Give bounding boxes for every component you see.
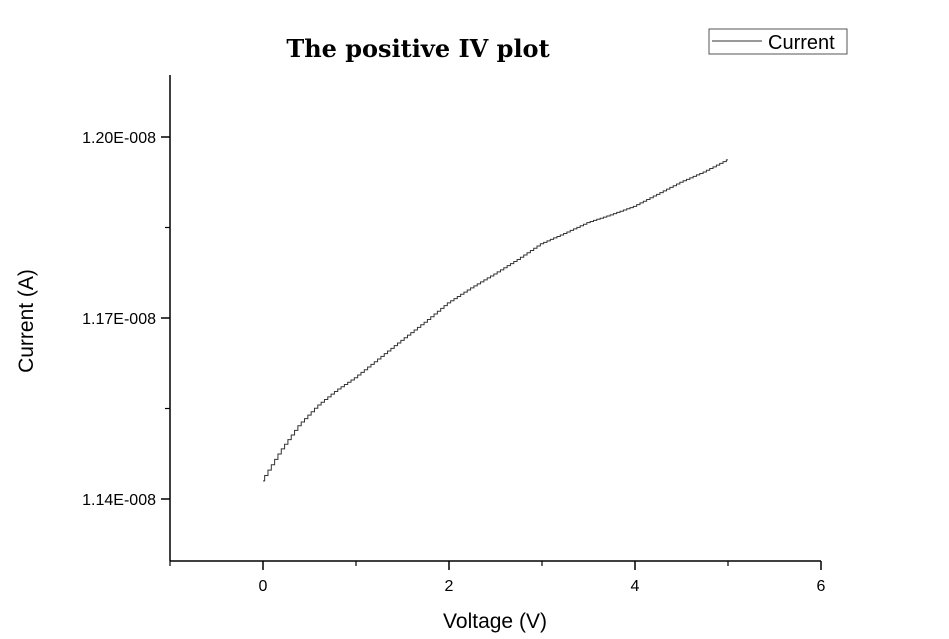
x-tick-label: 2 xyxy=(445,578,454,595)
current-series xyxy=(263,159,728,482)
x-axis: 0 2 4 6 xyxy=(169,560,826,595)
y-tick-label: 1.17E-008 xyxy=(82,311,156,328)
x-tick-label: 0 xyxy=(259,578,268,595)
y-tick-label: 1.14E-008 xyxy=(82,492,156,509)
y-tick-label: 1.20E-008 xyxy=(82,130,156,147)
y-axis-title: Current (A) xyxy=(15,269,38,373)
legend: Current xyxy=(708,28,848,55)
x-tick-label: 4 xyxy=(631,578,640,595)
y-axis: 1.14E-008 1.17E-008 1.20E-008 xyxy=(82,75,171,561)
x-axis-title: Voltage (V) xyxy=(443,610,547,633)
legend-label: Current xyxy=(768,32,835,54)
x-tick-label: 6 xyxy=(817,578,826,595)
chart-title: The positive IV plot xyxy=(286,34,549,63)
